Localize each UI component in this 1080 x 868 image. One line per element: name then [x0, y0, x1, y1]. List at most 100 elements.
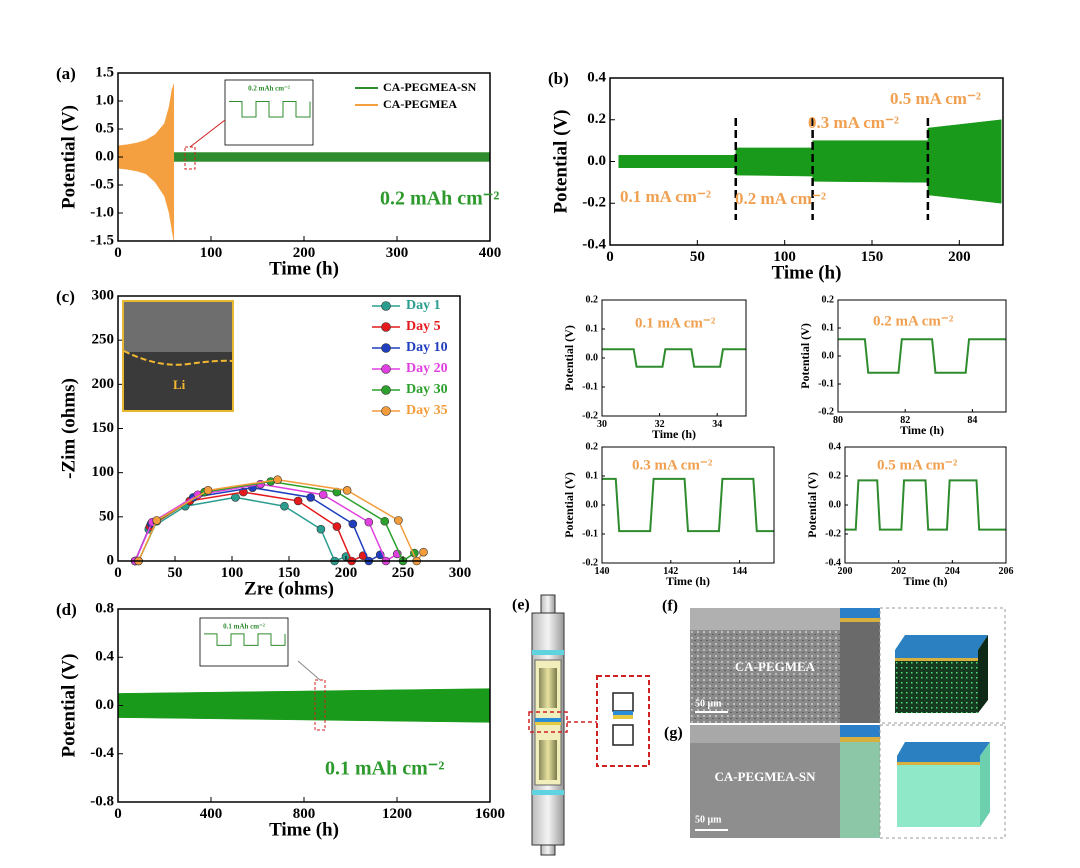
voltage-band: [117, 84, 175, 242]
y-tick-label: -0.2: [582, 557, 598, 568]
y-axis-label: Potential (V): [550, 110, 571, 214]
panel-label: (e): [512, 597, 530, 614]
y-tick-label: 0.0: [822, 350, 835, 361]
inset-label: 0.1 mAh cm⁻²: [223, 623, 265, 631]
x-tick-label: 150: [278, 565, 301, 581]
data-point: [380, 516, 390, 526]
annotation: 0.3 mA cm⁻²: [808, 113, 899, 132]
x-tick-label: 250: [392, 565, 415, 581]
y-tick-label: 0.8: [95, 600, 114, 616]
y-axis-label: Potential (V): [798, 323, 812, 389]
inset-label: 0.2 mAh cm⁻²: [248, 85, 290, 93]
y-tick-label: 300: [92, 287, 115, 303]
y-tick-label: 0.4: [587, 69, 606, 85]
x-tick-label: 150: [861, 249, 884, 265]
y-tick-label: 0.0: [95, 697, 114, 713]
voltage-band: [173, 152, 491, 162]
inset-trace: [229, 100, 311, 118]
y-tick-label: 250: [92, 332, 115, 348]
x-tick-label: 400: [200, 806, 223, 822]
legend-label: Day 5: [406, 319, 441, 334]
y-tick-label: 0.1: [822, 322, 835, 333]
x-tick-label: 0: [114, 565, 122, 581]
y-axis-label: -Zim (ohms): [58, 378, 79, 479]
x-tick-label: 200: [293, 245, 316, 261]
x-tick-label: 400: [479, 245, 502, 261]
data-point: [293, 496, 303, 506]
x-axis-label: Time (h): [900, 423, 944, 437]
x-tick-label: 34: [712, 419, 722, 430]
x-tick-label: 50: [168, 565, 183, 581]
x-tick-label: 80: [833, 415, 843, 426]
y-tick-label: 0: [107, 552, 115, 568]
x-tick-label: 204: [945, 566, 960, 577]
y-axis-label: Potential (V): [58, 105, 79, 209]
data-point: [394, 516, 403, 525]
annotation: 0.1 mA cm⁻²: [635, 315, 716, 331]
x-tick-label: 1200: [382, 806, 412, 822]
y-tick-label: -0.2: [582, 410, 598, 421]
data-point: [280, 501, 289, 511]
series-line: [134, 486, 381, 563]
y-tick-label: 1.0: [95, 92, 114, 108]
y-tick-label: 0.0: [95, 148, 114, 164]
y-tick-label: 1.5: [95, 64, 114, 80]
y-tick-label: 0.0: [829, 499, 842, 510]
y-tick-label: 0.2: [587, 111, 606, 127]
series-line: [134, 491, 364, 563]
y-tick-label: -0.4: [90, 745, 114, 761]
y-tick-label: -0.4: [582, 236, 606, 252]
annotation: 0.5 mA cm⁻²: [877, 457, 958, 473]
series-line: [838, 338, 1006, 374]
x-tick-label: 30: [597, 419, 607, 430]
x-tick-label: 32: [655, 419, 665, 430]
y-tick-label: 150: [92, 420, 115, 436]
series-line: [137, 480, 415, 563]
scale-bar-label: 50 μm: [695, 698, 722, 709]
y-tick-label: -0.2: [825, 528, 841, 539]
x-tick-label: 100: [221, 565, 244, 581]
panel-label: (g): [664, 725, 683, 742]
x-tick-label: 84: [967, 415, 977, 426]
x-tick-label: 200: [948, 249, 971, 265]
y-tick-label: 0.1: [586, 470, 599, 481]
y-tick-label: -1.5: [90, 232, 114, 248]
series-line: [845, 479, 1006, 531]
y-tick-label: -1.0: [90, 204, 114, 220]
data-point: [364, 517, 374, 527]
x-axis-label: Time (h): [652, 427, 696, 441]
x-axis-label: Time (h): [269, 820, 339, 841]
y-axis-label: Potential (V): [805, 472, 819, 538]
x-axis-label: Time (h): [772, 263, 842, 284]
y-tick-label: 0.4: [829, 441, 842, 452]
y-tick-label: 0.0: [586, 499, 599, 510]
y-axis-label: Potential (V): [562, 325, 576, 391]
zoom-arrow: [297, 660, 321, 681]
image-f: [690, 607, 1006, 724]
x-tick-label: 0: [114, 245, 122, 261]
y-tick-label: -0.5: [90, 176, 114, 192]
x-tick-label: 800: [293, 806, 316, 822]
inset-label: Li: [173, 377, 186, 392]
annotation: 0.2 mAh cm⁻²: [380, 188, 499, 210]
y-tick-label: 100: [92, 464, 115, 480]
panel-label: (a): [56, 64, 76, 83]
y-tick-label: 0.2: [586, 294, 599, 305]
legend-label: CA-PEGMEA-SN: [383, 80, 477, 94]
x-tick-label: 200: [838, 566, 853, 577]
data-point: [332, 522, 342, 531]
x-axis-label: Time (h): [269, 259, 339, 280]
y-tick-label: 0.2: [586, 441, 599, 452]
y-tick-label: -0.8: [90, 793, 114, 809]
annotation: 0.1 mAh cm⁻²: [325, 758, 444, 780]
y-tick-label: 0.0: [587, 153, 606, 169]
data-point: [152, 516, 162, 525]
legend-marker: [381, 322, 391, 332]
x-tick-label: 144: [732, 566, 747, 577]
x-tick-label: 100: [200, 245, 223, 261]
data-point: [419, 547, 428, 557]
interface-line: [123, 350, 233, 366]
legend-marker: [381, 385, 391, 395]
x-tick-label: 140: [595, 566, 610, 577]
